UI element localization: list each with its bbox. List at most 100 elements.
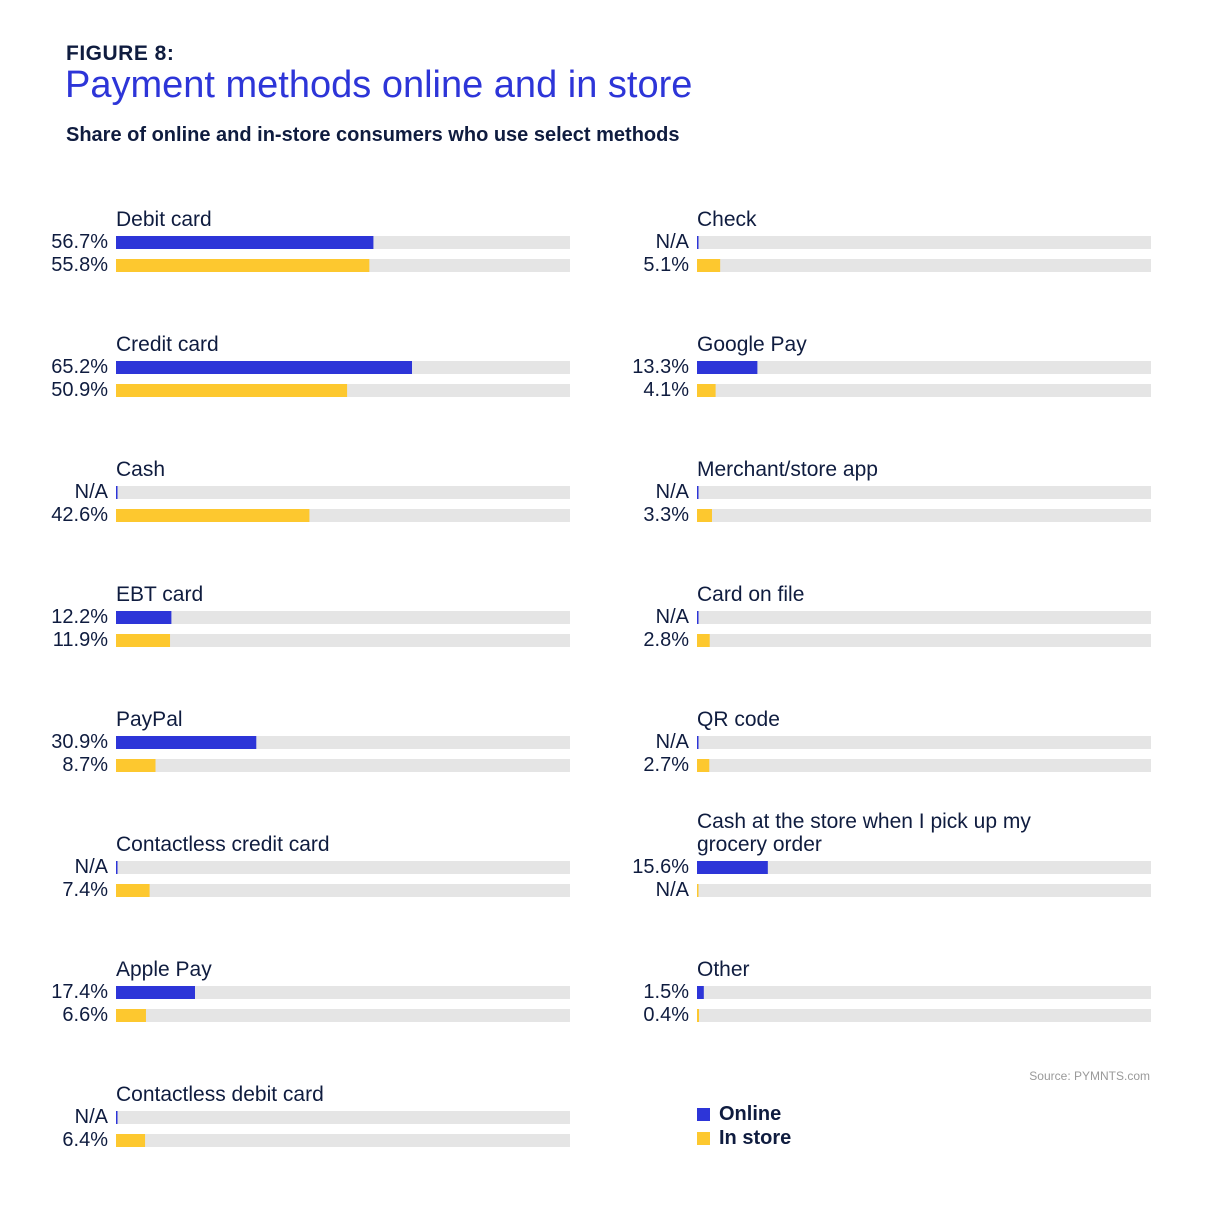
value-label: 5.1% [643, 254, 689, 276]
bar-online [116, 361, 413, 374]
value-label: 8.7% [62, 754, 108, 776]
value-label: N/A [656, 481, 690, 503]
legend-swatch-online [697, 1107, 710, 1121]
bar-in-store [697, 259, 721, 272]
source-note: Source: PYMNTS.com [1029, 1069, 1150, 1083]
category-label: Cash [116, 458, 165, 481]
value-label: 4.1% [643, 379, 689, 401]
bar-in-store [697, 884, 699, 897]
bar-track [697, 509, 1151, 522]
value-label: 65.2% [51, 356, 108, 378]
legend-label-online: Online [719, 1102, 782, 1125]
value-label: N/A [75, 481, 109, 503]
bar-track [697, 361, 1151, 374]
legend: Online In store [697, 1102, 791, 1150]
bar-online [697, 611, 699, 624]
category-label: PayPal [116, 708, 183, 731]
value-label: N/A [75, 1106, 109, 1128]
bar-online [116, 1111, 118, 1124]
value-label: 2.7% [643, 754, 689, 776]
value-label: 6.4% [62, 1129, 108, 1151]
value-label: N/A [656, 879, 690, 901]
bar-in-store [116, 259, 370, 272]
bar-online [697, 986, 704, 999]
bar-in-store [697, 384, 716, 397]
figure-label: FIGURE 8: [66, 42, 175, 65]
bar-track [697, 861, 1151, 874]
value-label: 7.4% [62, 879, 108, 901]
value-label: 3.3% [643, 504, 689, 526]
bar-in-store [116, 884, 150, 897]
category-label: Cash at the store when I pick up my [697, 810, 1031, 833]
bar-track [697, 486, 1151, 499]
value-label: 11.9% [53, 629, 108, 651]
value-label: 55.8% [51, 254, 108, 276]
bar-track [697, 384, 1151, 397]
bar-track [697, 736, 1151, 749]
category-label: grocery order [697, 833, 822, 856]
bar-track [116, 1009, 570, 1022]
chart-subtitle: Share of online and in-store consumers w… [66, 124, 680, 146]
bar-in-store [116, 759, 156, 772]
value-label: 1.5% [643, 981, 689, 1003]
value-label: 0.4% [643, 1004, 689, 1026]
value-label: 2.8% [643, 629, 689, 651]
value-label: 17.4% [51, 981, 108, 1003]
value-label: 13.3% [632, 356, 689, 378]
bar-track [116, 486, 570, 499]
bar-online [697, 861, 768, 874]
value-label: N/A [656, 606, 690, 628]
category-label: Credit card [116, 333, 219, 356]
value-label: 50.9% [51, 379, 108, 401]
bar-in-store [697, 634, 710, 647]
bar-online [116, 611, 172, 624]
bar-track [697, 986, 1151, 999]
category-label: QR code [697, 708, 780, 731]
bar-online [116, 861, 118, 874]
legend-label-in-store: In store [719, 1126, 792, 1149]
bar-in-store [697, 759, 710, 772]
value-label: 12.2% [51, 606, 108, 628]
bar-in-store [116, 1134, 146, 1147]
category-label: Merchant/store app [697, 458, 878, 481]
bar-online [116, 986, 195, 999]
bar-track [697, 259, 1151, 272]
bar-track [697, 759, 1151, 772]
bar-in-store [697, 509, 712, 522]
category-label: Contactless debit card [116, 1083, 324, 1106]
bar-in-store [116, 1009, 146, 1022]
bar-in-store [116, 634, 171, 647]
value-label: 42.6% [51, 504, 108, 526]
bar-in-store [697, 1009, 699, 1022]
category-label: EBT card [116, 583, 203, 606]
value-label: 56.7% [51, 231, 108, 253]
category-label: Google Pay [697, 333, 807, 356]
bar-track [116, 759, 570, 772]
category-label: Other [697, 958, 750, 981]
bar-online [116, 736, 257, 749]
bar-track [697, 1009, 1151, 1022]
bar-track [116, 861, 570, 874]
category-label: Card on file [697, 583, 804, 606]
category-label: Contactless credit card [116, 833, 330, 856]
value-label: N/A [75, 856, 109, 878]
bar-online [697, 486, 699, 499]
legend-item-online: Online [697, 1102, 791, 1126]
bar-online [116, 236, 374, 249]
value-label: N/A [656, 731, 690, 753]
category-label: Apple Pay [116, 958, 212, 981]
bar-track [116, 986, 570, 999]
bar-in-store [116, 384, 348, 397]
bar-in-store [116, 509, 310, 522]
bar-track [697, 634, 1151, 647]
category-label: Check [697, 208, 757, 231]
value-label: 6.6% [62, 1004, 108, 1026]
value-label: 15.6% [632, 856, 689, 878]
value-label: 30.9% [51, 731, 108, 753]
bar-track [697, 611, 1151, 624]
bar-track [116, 611, 570, 624]
bar-track [116, 634, 570, 647]
bar-track [697, 236, 1151, 249]
bar-track [116, 1111, 570, 1124]
legend-item-in-store: In store [697, 1126, 791, 1150]
